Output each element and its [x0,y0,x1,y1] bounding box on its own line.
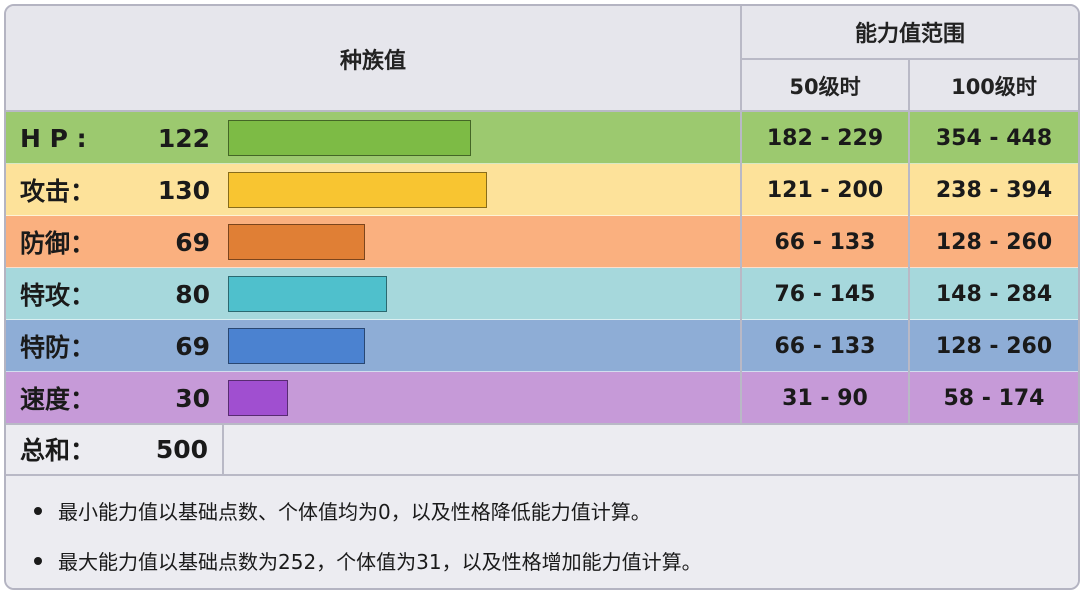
base-stats-title: 种族值 [339,49,406,74]
header-divider [742,58,1078,60]
stat-label-cell: 防御： [6,216,134,268]
stat-value-cell: 130 [134,164,224,216]
stat-label: H P : [20,123,87,153]
range50: 76 - 145 [774,281,876,307]
range100-cell: 128 - 260 [910,216,1078,268]
level100-header: 100级时 [910,60,1078,112]
stat-bar-cell [224,320,740,372]
bullet-icon [34,556,42,565]
header-bottom-line [6,110,1078,112]
stat-value-cell: 30 [134,372,224,424]
total-value: 500 [155,434,208,464]
range50: 121 - 200 [766,177,884,203]
range50: 182 - 229 [766,125,884,151]
level50-header: 50级时 [742,60,908,112]
range50-cell: 66 - 133 [742,320,908,372]
stat-label-cell: 特防： [6,320,134,372]
range50-cell: 121 - 200 [742,164,908,216]
stat-bar [228,120,471,156]
stat-value: 122 [157,123,210,153]
stat-value: 69 [175,227,210,257]
notes-top-line [6,474,1078,476]
stat-bar [228,276,387,312]
range100: 354 - 448 [935,125,1053,151]
range50: 66 - 133 [774,333,876,359]
stat-label: 特攻： [20,281,96,310]
stat-bar-cell [224,268,740,320]
stat-label: 特防： [20,333,96,362]
stat-value: 69 [175,331,210,361]
range50-cell: 182 - 229 [742,112,908,164]
level100-label: 100级时 [951,75,1037,99]
stat-value: 80 [175,279,210,309]
note-max-text: 最大能力值以基础点数为252，个体值为31，以及性格增加能力值计算。 [58,550,702,574]
total-empty-cell [224,424,1078,474]
range100: 148 - 284 [935,281,1053,307]
stat-bar [228,224,365,260]
total-label-cell: 总和： [6,424,134,474]
col-divider-main [740,6,742,424]
range50-cell: 66 - 133 [742,216,908,268]
range50: 66 - 133 [774,229,876,255]
stat-value-cell: 122 [134,112,224,164]
row-separator [6,215,1078,216]
range50-cell: 76 - 145 [742,268,908,320]
base-stats-header: 种族值 [6,6,740,112]
stat-value-cell: 69 [134,320,224,372]
range100: 238 - 394 [935,177,1053,203]
col-divider-bar [222,424,224,474]
stat-label: 防御： [20,229,96,258]
stats-table: 种族值 能力值范围 50级时 100级时 H P : 122 182 - 229 35… [4,4,1080,590]
stat-bar-cell [224,216,740,268]
row-separator [6,319,1078,320]
range100: 128 - 260 [935,333,1053,359]
stat-bar [228,380,288,416]
stat-value-cell: 80 [134,268,224,320]
range100: 58 - 174 [943,385,1045,411]
stat-bar [228,172,487,208]
stat-value: 30 [175,383,210,413]
range-title: 能力值范围 [854,22,965,47]
stat-label: 攻击： [20,177,96,206]
range100-cell: 354 - 448 [910,112,1078,164]
range-header: 能力值范围 [742,6,1078,58]
stat-label: 速度： [20,385,96,414]
range100-cell: 148 - 284 [910,268,1078,320]
total-value-cell: 500 [134,424,222,474]
note-max: 最大能力值以基础点数为252，个体值为31，以及性格增加能力值计算。 [34,546,702,575]
stat-value-cell: 69 [134,216,224,268]
bullet-icon [34,506,42,515]
stat-bar-cell [224,112,740,164]
range100-cell: 58 - 174 [910,372,1078,424]
col-divider-levels [908,58,910,424]
stat-value: 130 [157,175,210,205]
note-min-text: 最小能力值以基础点数、个体值均为0，以及性格降低能力值计算。 [58,500,651,524]
stat-bar [228,328,365,364]
range100: 128 - 260 [935,229,1053,255]
note-min: 最小能力值以基础点数、个体值均为0，以及性格降低能力值计算。 [34,496,651,525]
stat-label-cell: 攻击： [6,164,134,216]
level50-label: 50级时 [789,75,861,99]
stat-bar-cell [224,372,740,424]
range50: 31 - 90 [782,385,868,411]
range50-cell: 31 - 90 [742,372,908,424]
range100-cell: 128 - 260 [910,320,1078,372]
total-label: 总和： [20,436,96,465]
row-separator [6,267,1078,268]
stat-label-cell: 速度： [6,372,134,424]
notes-section: 最小能力值以基础点数、个体值均为0，以及性格降低能力值计算。 最大能力值以基础点… [6,476,1078,588]
stat-label-cell: 特攻： [6,268,134,320]
range100-cell: 238 - 394 [910,164,1078,216]
total-top-line [6,423,1078,425]
stat-label-cell: H P : [6,112,134,164]
row-separator [6,163,1078,164]
stat-bar-cell [224,164,740,216]
row-separator [6,371,1078,372]
